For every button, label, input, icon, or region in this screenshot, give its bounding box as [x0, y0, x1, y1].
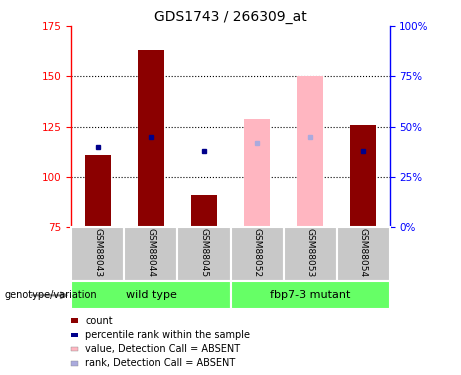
Text: GSM88054: GSM88054 [359, 228, 367, 278]
Bar [244, 118, 270, 227]
Bar [124, 227, 177, 281]
Text: GSM88053: GSM88053 [306, 228, 314, 278]
Bar [71, 227, 124, 281]
Bar [284, 227, 337, 281]
Bar [230, 281, 390, 309]
Text: genotype/variation: genotype/variation [5, 290, 97, 300]
Bar [230, 227, 284, 281]
Bar [337, 227, 390, 281]
Text: percentile rank within the sample: percentile rank within the sample [85, 330, 250, 340]
Bar [71, 281, 230, 309]
Bar [350, 124, 376, 227]
Text: count: count [85, 316, 113, 326]
Bar [85, 154, 111, 227]
Bar [138, 50, 164, 227]
Text: value, Detection Call = ABSENT: value, Detection Call = ABSENT [85, 344, 240, 354]
Text: GSM88043: GSM88043 [94, 228, 102, 278]
Text: GSM88052: GSM88052 [253, 228, 261, 278]
Text: fbp7-3 mutant: fbp7-3 mutant [270, 290, 350, 300]
Title: GDS1743 / 266309_at: GDS1743 / 266309_at [154, 10, 307, 24]
Bar [297, 76, 323, 227]
Text: GSM88045: GSM88045 [200, 228, 208, 278]
Text: wild type: wild type [125, 290, 177, 300]
Text: GSM88044: GSM88044 [147, 228, 155, 278]
Bar [191, 195, 217, 227]
Text: rank, Detection Call = ABSENT: rank, Detection Call = ABSENT [85, 358, 236, 368]
Bar [177, 227, 230, 281]
